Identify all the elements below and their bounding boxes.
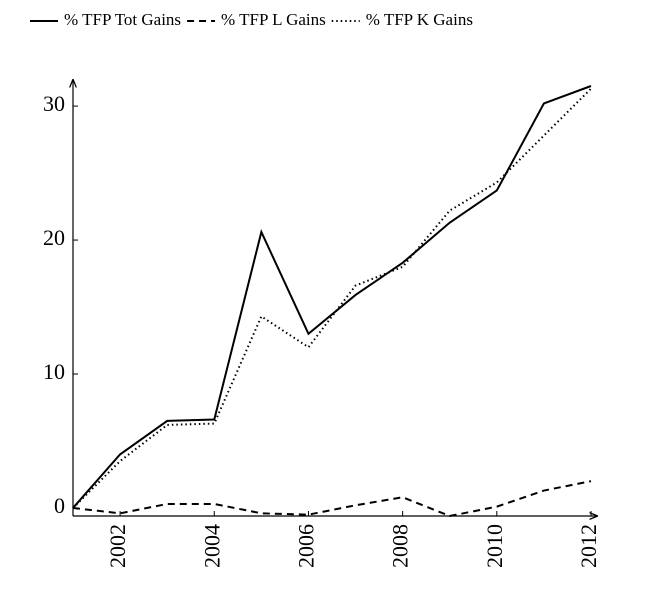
legend-label: % TFP Tot Gains xyxy=(64,10,181,29)
y-tick-label: 0 xyxy=(54,493,65,518)
y-tick-label: 10 xyxy=(43,359,65,384)
x-tick-label: 2010 xyxy=(482,524,507,568)
x-tick-label: 2004 xyxy=(199,524,224,568)
x-tick-label: 2012 xyxy=(576,524,601,568)
x-tick-label: 2002 xyxy=(105,524,130,568)
legend-label: % TFP L Gains xyxy=(221,10,326,29)
series-line xyxy=(72,480,592,518)
series-line xyxy=(72,87,592,509)
series-line xyxy=(72,85,592,509)
legend-label: % TFP K Gains xyxy=(366,10,473,29)
y-tick-label: 30 xyxy=(43,91,65,116)
x-tick-label: 2006 xyxy=(294,524,319,568)
x-tick-label: 2008 xyxy=(388,524,413,568)
y-tick-label: 20 xyxy=(43,225,65,250)
